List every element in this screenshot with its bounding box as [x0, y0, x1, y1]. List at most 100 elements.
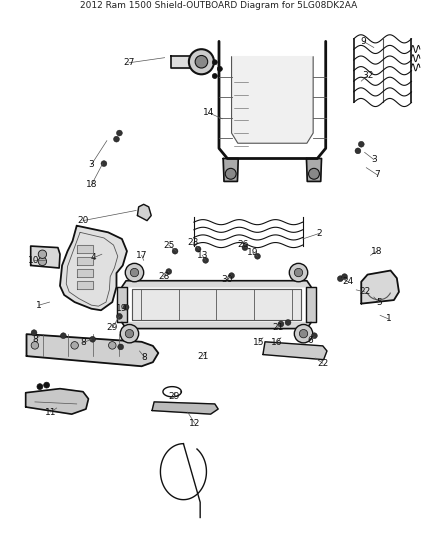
- Circle shape: [195, 55, 208, 68]
- Polygon shape: [223, 158, 238, 181]
- Polygon shape: [263, 342, 327, 360]
- Circle shape: [294, 325, 313, 343]
- Circle shape: [299, 329, 308, 338]
- Text: 3: 3: [88, 160, 94, 169]
- Circle shape: [342, 274, 347, 280]
- Polygon shape: [31, 246, 60, 268]
- Text: 18: 18: [85, 181, 97, 190]
- Polygon shape: [27, 334, 158, 366]
- Polygon shape: [77, 257, 93, 265]
- Circle shape: [285, 320, 291, 325]
- Text: 26: 26: [237, 239, 249, 248]
- Text: 12: 12: [189, 419, 201, 428]
- Circle shape: [337, 276, 343, 281]
- Text: 1: 1: [36, 301, 42, 310]
- Circle shape: [242, 245, 248, 251]
- Text: 30: 30: [222, 275, 233, 284]
- Circle shape: [37, 384, 43, 390]
- Circle shape: [44, 382, 49, 388]
- Circle shape: [308, 168, 319, 179]
- Circle shape: [294, 269, 303, 277]
- Circle shape: [189, 49, 214, 74]
- Text: 32: 32: [362, 71, 373, 80]
- Circle shape: [118, 344, 124, 350]
- Text: 15: 15: [253, 338, 265, 348]
- Polygon shape: [117, 287, 127, 322]
- Text: 9: 9: [360, 37, 366, 46]
- Text: 1: 1: [385, 314, 391, 324]
- Text: 4: 4: [91, 253, 96, 262]
- Circle shape: [358, 141, 364, 147]
- Circle shape: [311, 333, 318, 338]
- Text: 8: 8: [141, 353, 148, 361]
- Text: 8: 8: [33, 335, 39, 344]
- Text: 8: 8: [80, 338, 86, 348]
- Text: 14: 14: [203, 108, 214, 117]
- Text: 17: 17: [136, 251, 147, 260]
- Text: 13: 13: [197, 251, 208, 260]
- Text: 7: 7: [374, 171, 380, 179]
- Text: 21: 21: [272, 323, 283, 332]
- Text: 10: 10: [28, 256, 40, 265]
- Text: 29: 29: [106, 323, 118, 332]
- Polygon shape: [138, 204, 151, 221]
- Polygon shape: [132, 289, 300, 320]
- Circle shape: [71, 342, 78, 349]
- Text: 6: 6: [307, 336, 313, 345]
- Polygon shape: [306, 287, 316, 322]
- Circle shape: [113, 136, 120, 142]
- Polygon shape: [77, 281, 93, 289]
- Text: 20: 20: [78, 216, 88, 225]
- Circle shape: [101, 160, 107, 166]
- Circle shape: [229, 273, 234, 279]
- Text: 2012 Ram 1500 Shield-OUTBOARD Diagram for 5LG08DK2AA: 2012 Ram 1500 Shield-OUTBOARD Diagram fo…: [81, 1, 357, 10]
- Polygon shape: [122, 281, 311, 287]
- Circle shape: [60, 333, 66, 338]
- Circle shape: [166, 269, 172, 274]
- Text: 3: 3: [371, 155, 377, 164]
- Text: 2: 2: [317, 229, 322, 238]
- Text: 24: 24: [342, 277, 353, 286]
- Polygon shape: [361, 271, 399, 304]
- Polygon shape: [77, 245, 93, 253]
- Polygon shape: [307, 158, 321, 181]
- Circle shape: [123, 304, 129, 310]
- Circle shape: [117, 313, 122, 319]
- Circle shape: [117, 130, 122, 136]
- Polygon shape: [77, 269, 93, 277]
- Circle shape: [289, 263, 308, 282]
- Circle shape: [212, 74, 217, 78]
- Text: 29: 29: [168, 392, 180, 401]
- Text: 25: 25: [163, 240, 174, 249]
- Text: 16: 16: [271, 338, 283, 348]
- Polygon shape: [152, 402, 218, 414]
- Circle shape: [120, 325, 139, 343]
- Circle shape: [90, 336, 95, 342]
- Text: 19: 19: [247, 248, 258, 257]
- Circle shape: [172, 248, 178, 254]
- Circle shape: [355, 148, 361, 154]
- Text: 19: 19: [116, 304, 127, 313]
- Text: 22: 22: [359, 287, 370, 296]
- Circle shape: [109, 342, 116, 349]
- Text: 27: 27: [124, 58, 135, 67]
- Polygon shape: [171, 55, 192, 68]
- Text: 28: 28: [158, 272, 170, 281]
- Text: 21: 21: [198, 352, 209, 360]
- Circle shape: [203, 257, 208, 263]
- Circle shape: [125, 263, 144, 282]
- Text: 5: 5: [376, 297, 382, 306]
- Circle shape: [254, 253, 261, 259]
- Circle shape: [38, 250, 46, 259]
- Polygon shape: [232, 56, 313, 143]
- Text: 23: 23: [187, 238, 199, 247]
- Text: 22: 22: [317, 359, 328, 368]
- Circle shape: [278, 321, 284, 327]
- Circle shape: [196, 12, 205, 20]
- Circle shape: [195, 246, 201, 252]
- Polygon shape: [122, 322, 311, 328]
- Circle shape: [217, 67, 223, 71]
- Circle shape: [38, 257, 46, 265]
- Polygon shape: [60, 225, 127, 310]
- Circle shape: [31, 342, 39, 349]
